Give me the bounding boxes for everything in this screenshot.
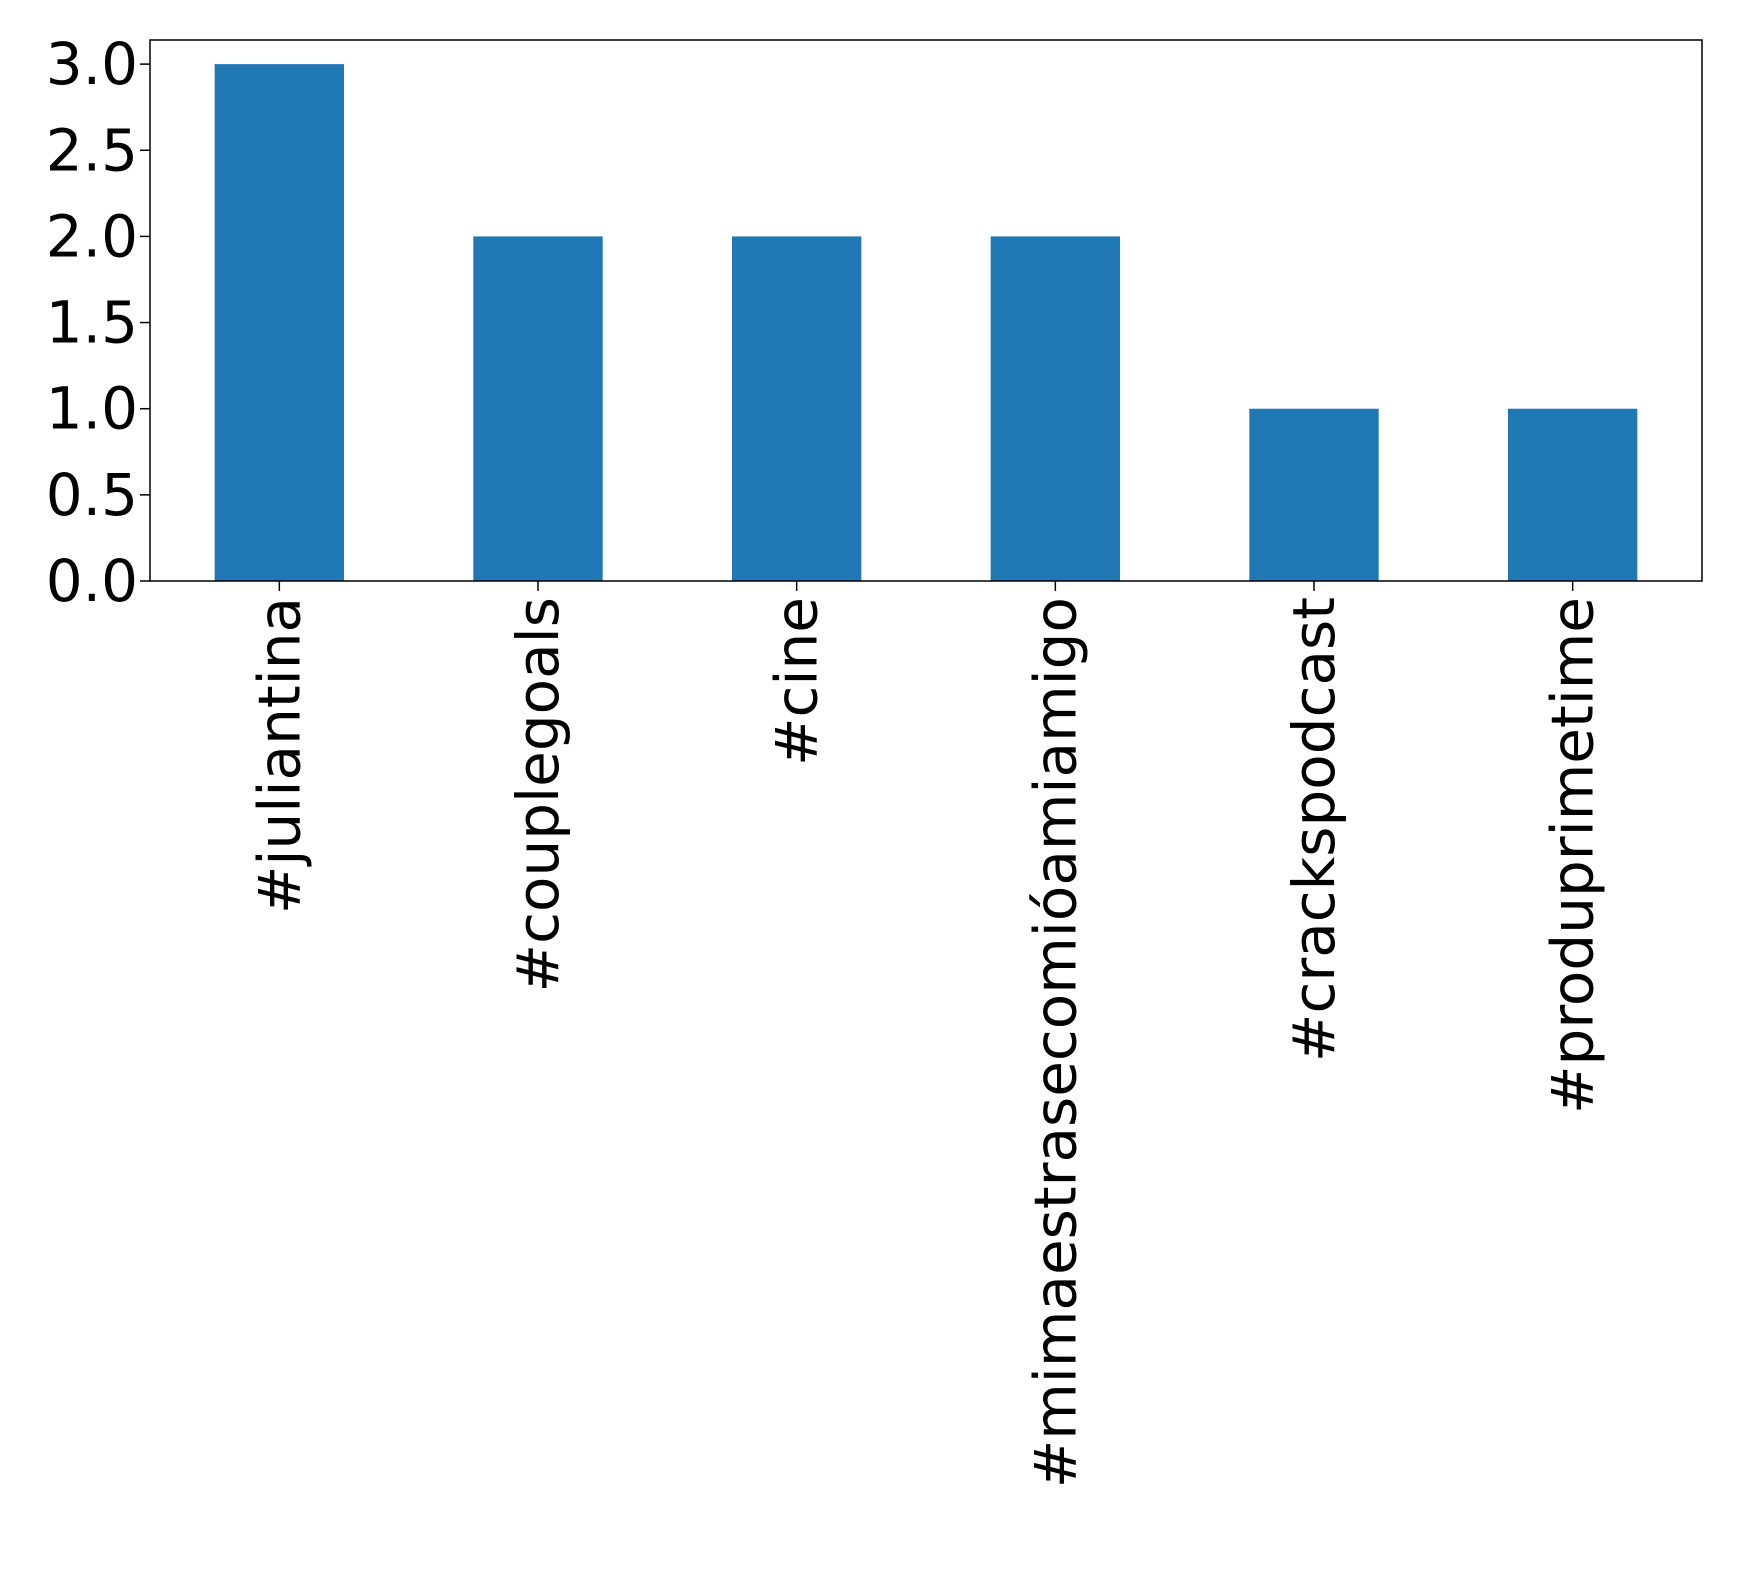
y-tick-label: 0.5 xyxy=(46,461,138,529)
y-tick-label: 2.0 xyxy=(46,202,138,270)
bar-0 xyxy=(214,64,344,581)
bars-group xyxy=(214,64,1638,582)
bar-3 xyxy=(990,236,1120,582)
x-tick-label: #cine xyxy=(763,597,831,766)
x-tick-label: #mimaestrasecomióamiamigo xyxy=(1021,597,1089,1488)
bar-5 xyxy=(1508,408,1638,581)
y-tick-label: 0.0 xyxy=(46,547,138,615)
bar-2 xyxy=(732,236,862,582)
x-axis: #juliantina #couplegoals #cine #mimaestrase… xyxy=(245,581,1607,1488)
plot-frame xyxy=(149,39,1703,582)
bar-4 xyxy=(1249,408,1379,581)
y-tick-label: 2.5 xyxy=(46,116,138,184)
y-axis: 0.0 0.5 1.0 1.5 2.0 2.5 3.0 xyxy=(46,30,150,615)
x-tick-label: #couplegoals xyxy=(504,597,572,993)
bar-1 xyxy=(473,236,603,582)
y-tick-label: 3.0 xyxy=(46,30,138,98)
x-tick-label: #produprimetime xyxy=(1539,597,1607,1114)
x-tick-label: #crackspodcast xyxy=(1280,597,1348,1062)
x-tick-label: #juliantina xyxy=(245,597,313,914)
y-tick-label: 1.5 xyxy=(46,289,138,357)
y-tick-label: 1.0 xyxy=(46,375,138,443)
